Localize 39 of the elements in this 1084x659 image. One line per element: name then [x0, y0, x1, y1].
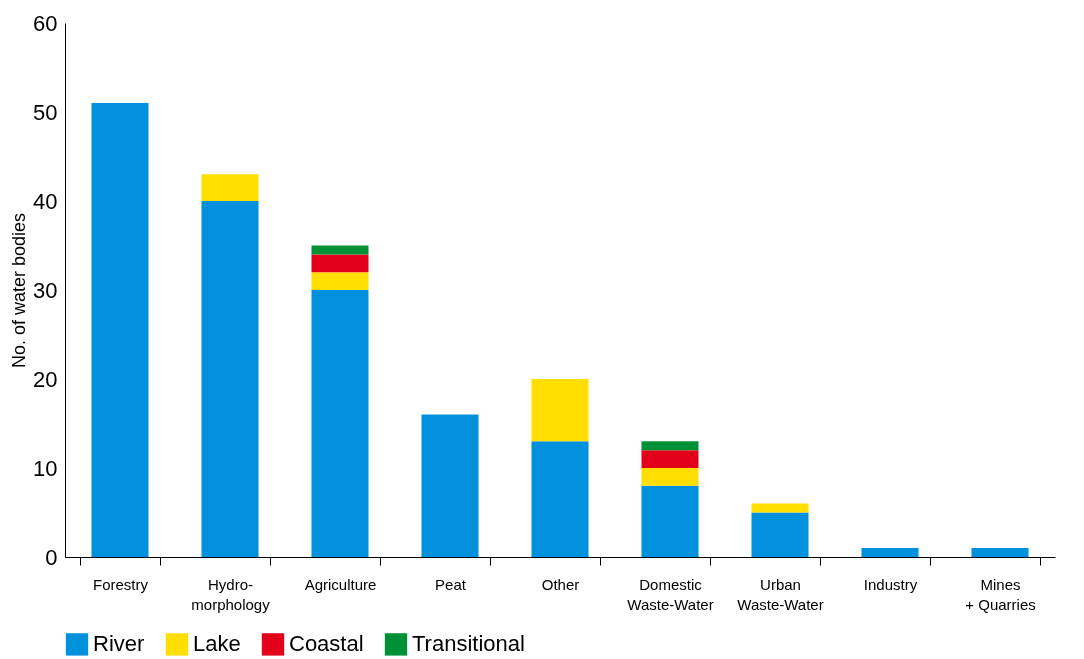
bar — [311, 272, 369, 290]
x-tick-label: Urban Waste-Water — [737, 575, 824, 613]
legend-label: Transitional — [412, 631, 525, 657]
y-tick-label: 10 — [33, 455, 58, 481]
x-tick-label: Peat — [435, 575, 467, 593]
bar — [971, 548, 1029, 557]
bar — [641, 450, 699, 468]
bar — [421, 414, 479, 557]
bar — [751, 503, 809, 513]
legend-label: Coastal — [289, 631, 364, 657]
x-tick-label: Forestry — [92, 575, 149, 593]
bar — [201, 174, 259, 201]
y-tick-label: 0 — [45, 544, 58, 570]
legend-label: Lake — [193, 631, 241, 657]
y-tick-label: 20 — [33, 366, 58, 392]
x-tick-label: Industry — [863, 575, 918, 593]
bar — [201, 201, 259, 557]
bar — [91, 103, 149, 557]
bar — [861, 548, 919, 557]
y-tick-label: 60 — [33, 10, 58, 36]
legend-label: River — [93, 631, 145, 657]
bar — [311, 254, 369, 273]
bar — [641, 485, 699, 557]
bar — [751, 512, 809, 557]
bar — [531, 379, 589, 442]
y-axis-title: No. of water bodies — [9, 212, 30, 369]
x-tick-label: Agriculture — [304, 575, 377, 593]
bar — [311, 245, 369, 255]
y-tick-label: 50 — [33, 99, 58, 125]
y-tick-label: 40 — [33, 188, 58, 214]
y-tick-label: 30 — [33, 277, 58, 303]
bar — [641, 441, 699, 451]
x-tick-label: Domestic Waste-Water — [627, 575, 714, 613]
bar — [641, 468, 699, 486]
x-tick-label: Hydro- morphology — [191, 575, 271, 613]
bar — [531, 441, 589, 557]
x-tick-label: Other — [541, 575, 580, 593]
x-tick-label: Mines + Quarries — [965, 575, 1036, 613]
bar — [311, 290, 369, 557]
